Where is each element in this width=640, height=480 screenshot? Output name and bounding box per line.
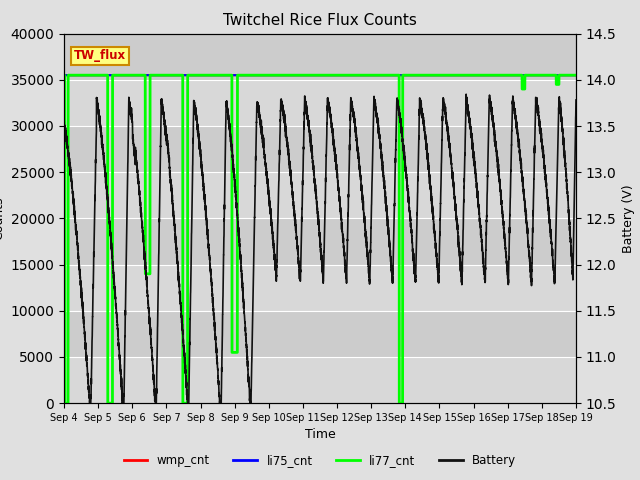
- Bar: [64, 172, 576, 218]
- Bar: [64, 34, 576, 80]
- Legend: wmp_cnt, li75_cnt, li77_cnt, Battery: wmp_cnt, li75_cnt, li77_cnt, Battery: [119, 449, 521, 472]
- Y-axis label: Battery (V): Battery (V): [622, 184, 635, 252]
- Bar: [64, 126, 576, 172]
- Title: Twitchel Rice Flux Counts: Twitchel Rice Flux Counts: [223, 13, 417, 28]
- Bar: [64, 357, 576, 403]
- X-axis label: Time: Time: [305, 429, 335, 442]
- Bar: [64, 80, 576, 126]
- Bar: [64, 218, 576, 264]
- Y-axis label: Counts: Counts: [0, 197, 5, 240]
- Bar: [64, 264, 576, 311]
- Bar: [64, 311, 576, 357]
- Text: TW_flux: TW_flux: [74, 49, 126, 62]
